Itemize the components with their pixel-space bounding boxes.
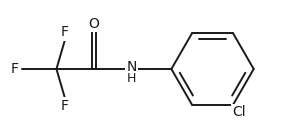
Text: N: N — [127, 60, 137, 74]
Text: Cl: Cl — [232, 105, 246, 120]
Text: F: F — [60, 25, 68, 39]
Text: F: F — [60, 99, 68, 113]
Text: F: F — [11, 62, 19, 76]
Text: H: H — [127, 72, 136, 85]
Text: O: O — [88, 17, 99, 31]
